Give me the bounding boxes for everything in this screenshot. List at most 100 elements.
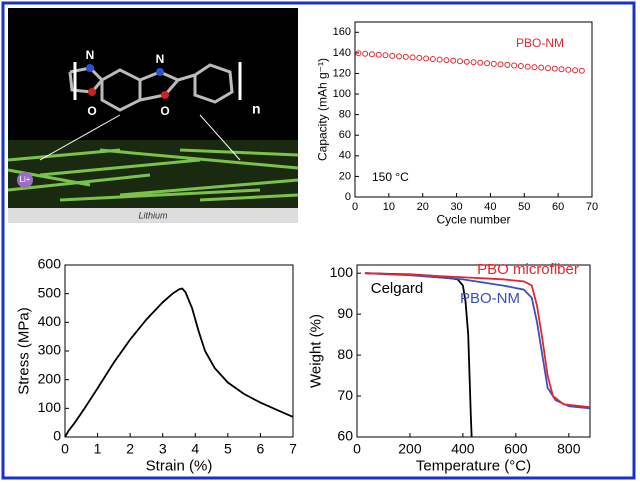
data-point: [531, 64, 538, 71]
y-tick-label: 0: [345, 191, 351, 203]
atom-label: N: [86, 48, 95, 62]
y-tick-label: 600: [38, 256, 62, 272]
data-point: [463, 58, 470, 65]
y-axis-label: Stress (MPa): [15, 307, 32, 395]
data-point: [558, 66, 565, 73]
y-tick-label: 90: [337, 305, 353, 321]
data-line: [364, 272, 591, 410]
data-point: [423, 55, 430, 62]
x-tick-label: 60: [552, 201, 564, 213]
data-point: [578, 67, 585, 74]
series-label: PBO microfiber: [477, 261, 579, 278]
y-tick-label: 140: [333, 47, 351, 59]
y-tick-label: 120: [333, 67, 351, 79]
data-point: [456, 58, 463, 65]
x-axis-label: Temperature (°C): [416, 457, 531, 474]
y-tick-label: 40: [339, 150, 351, 162]
y-tick-label: 100: [333, 88, 351, 100]
x-tick-label: 0: [352, 201, 358, 213]
y-tick-label: 300: [38, 342, 62, 358]
y-axis-label: Capacity (mAh g⁻¹): [315, 58, 329, 161]
x-tick-label: 30: [450, 201, 462, 213]
y-tick-label: 100: [38, 399, 62, 415]
y-tick-label: 100: [330, 264, 354, 280]
x-tick-label: 0: [61, 440, 69, 456]
data-point: [416, 54, 423, 61]
y-tick-label: 60: [339, 129, 351, 141]
y-axis-label: Weight (%): [307, 314, 324, 388]
annotation: 150 °C: [372, 170, 409, 184]
series-label: Celgard: [371, 280, 424, 297]
repeat-label: n: [252, 101, 261, 117]
y-tick-label: 400: [38, 313, 62, 329]
data-point: [538, 64, 545, 71]
data-point: [355, 50, 362, 57]
data-point: [436, 56, 443, 63]
data-point: [544, 65, 551, 72]
atom-label: N: [156, 52, 165, 66]
data-point: [362, 50, 369, 57]
data-point: [551, 65, 558, 72]
data-point: [409, 54, 416, 61]
x-axis-label: Strain (%): [146, 457, 213, 474]
data-point: [572, 67, 579, 74]
x-tick-label: 50: [518, 201, 530, 213]
data-point: [524, 63, 531, 70]
data-point: [484, 60, 491, 67]
data-point: [450, 57, 457, 64]
y-tick-label: 80: [337, 346, 353, 362]
y-tick-label: 160: [333, 26, 351, 38]
x-tick-label: 800: [557, 440, 581, 456]
x-tick-label: 5: [224, 440, 232, 456]
x-tick-label: 1: [94, 440, 102, 456]
data-point: [565, 66, 572, 73]
data-point: [382, 52, 389, 59]
x-tick-label: 40: [484, 201, 496, 213]
data-point: [517, 62, 524, 69]
x-tick-label: 10: [383, 201, 395, 213]
data-point: [402, 53, 409, 60]
data-point: [375, 51, 382, 58]
atom-label: O: [160, 104, 169, 118]
y-tick-label: 70: [337, 387, 353, 403]
data-point: [443, 57, 450, 64]
x-tick-label: 600: [504, 440, 528, 456]
y-tick-label: 500: [38, 284, 62, 300]
data-point: [396, 53, 403, 60]
x-tick-label: 2: [126, 440, 134, 456]
data-point: [504, 61, 511, 68]
y-tick-label: 60: [337, 428, 353, 444]
data-point: [429, 56, 436, 63]
x-tick-label: 7: [289, 440, 297, 456]
substrate-label: Lithium: [138, 210, 168, 220]
x-tick-label: 4: [191, 440, 199, 456]
series-label: PBO-NM: [460, 290, 520, 307]
x-tick-label: 200: [398, 440, 422, 456]
x-tick-label: 6: [257, 440, 265, 456]
atom-label: O: [87, 104, 96, 118]
y-tick-label: 200: [38, 370, 62, 386]
plot-frame: [356, 264, 591, 438]
y-tick-label: 80: [339, 109, 351, 121]
x-axis-label: Cycle number: [436, 212, 510, 226]
data-point: [368, 51, 375, 58]
illustration: N N O O n Li+ Lithium: [7, 8, 299, 223]
data-point: [389, 52, 396, 59]
x-tick-label: 0: [353, 440, 361, 456]
data-point: [497, 61, 504, 68]
x-tick-label: 20: [417, 201, 429, 213]
data-line: [64, 287, 294, 438]
y-tick-label: 0: [53, 428, 61, 444]
x-tick-label: 70: [586, 201, 598, 213]
data-line: [364, 272, 591, 408]
x-tick-label: 3: [159, 440, 167, 456]
data-point: [477, 59, 484, 66]
data-point: [511, 62, 518, 69]
data-point: [470, 59, 477, 66]
x-tick-label: 400: [451, 440, 475, 456]
plot-frame: [354, 21, 593, 198]
ion-label: Li+: [20, 175, 31, 184]
series-label: PBO-NM: [516, 36, 564, 50]
y-tick-label: 20: [339, 170, 351, 182]
